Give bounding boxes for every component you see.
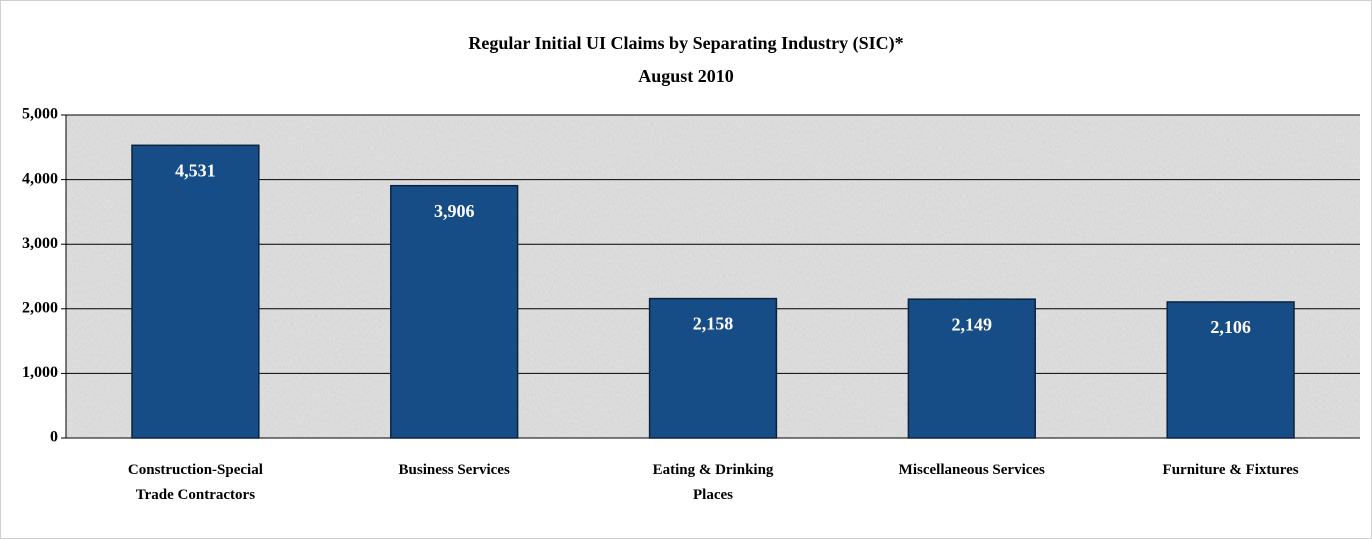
chart-subtitle: August 2010 — [638, 66, 734, 86]
bar — [131, 144, 260, 439]
data-label: 2,149 — [952, 314, 993, 334]
y-tick-label: 1,000 — [22, 364, 58, 381]
data-label: 4,531 — [175, 160, 216, 180]
y-tick-label: 3,000 — [22, 235, 58, 252]
y-tick-label: 5,000 — [22, 106, 58, 123]
x-tick-label: Business Services — [398, 462, 510, 478]
bar — [907, 298, 1036, 439]
bar — [390, 184, 519, 439]
x-tick-label: Construction-Special Trade Contractors — [127, 462, 263, 503]
x-tick-label: Miscellaneous Services — [898, 462, 1045, 478]
chart-title: Regular Initial UI Claims by Separating … — [468, 33, 903, 54]
data-label: 2,158 — [693, 314, 734, 334]
data-label: 2,106 — [1210, 317, 1251, 337]
y-tick-label: 4,000 — [22, 170, 58, 187]
x-tick-label: Eating & Drinking Places — [652, 462, 774, 503]
bar — [1166, 301, 1295, 439]
y-tick-label: 2,000 — [22, 299, 58, 316]
bar — [648, 297, 778, 439]
y-tick-label: 0 — [50, 429, 58, 446]
data-label: 3,906 — [434, 201, 475, 221]
x-tick-label: Furniture & Fixtures — [1162, 462, 1299, 478]
